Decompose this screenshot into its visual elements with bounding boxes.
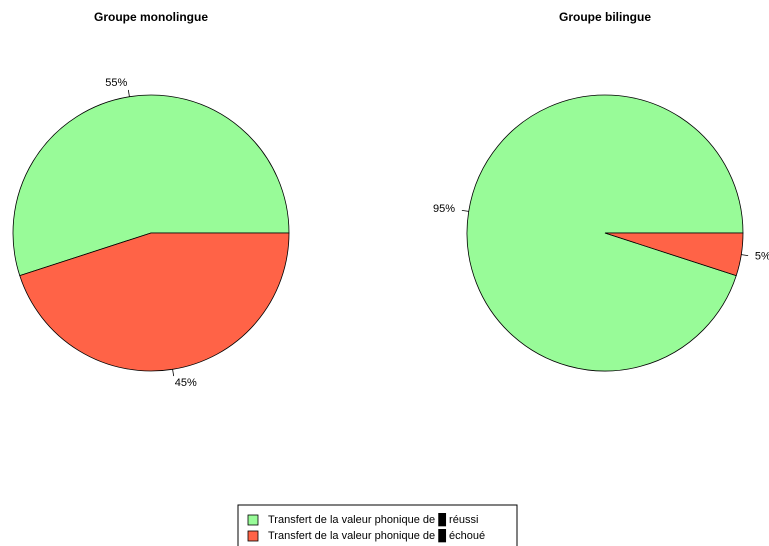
value-label: 55% — [105, 77, 127, 89]
chart-title: Groupe monolingue — [94, 10, 208, 24]
chart-title: Groupe bilingue — [559, 10, 651, 24]
value-label: 45% — [175, 377, 197, 389]
pie-slice — [12, 94, 290, 277]
legend-label: Transfert de la valeur phonique de █ éch… — [268, 528, 485, 543]
legend-box — [237, 504, 518, 546]
legend-label: Transfert de la valeur phonique de █ réu… — [268, 512, 478, 527]
label-tick — [127, 89, 130, 97]
label-tick — [741, 254, 749, 257]
label-tick — [461, 209, 469, 212]
pie-slice — [19, 232, 290, 372]
legend-swatch — [247, 530, 259, 542]
legend-swatch — [247, 514, 259, 526]
label-tick — [172, 369, 175, 377]
pie-slice — [604, 232, 744, 277]
value-label: 5% — [755, 251, 769, 263]
value-label: 95% — [433, 203, 455, 215]
